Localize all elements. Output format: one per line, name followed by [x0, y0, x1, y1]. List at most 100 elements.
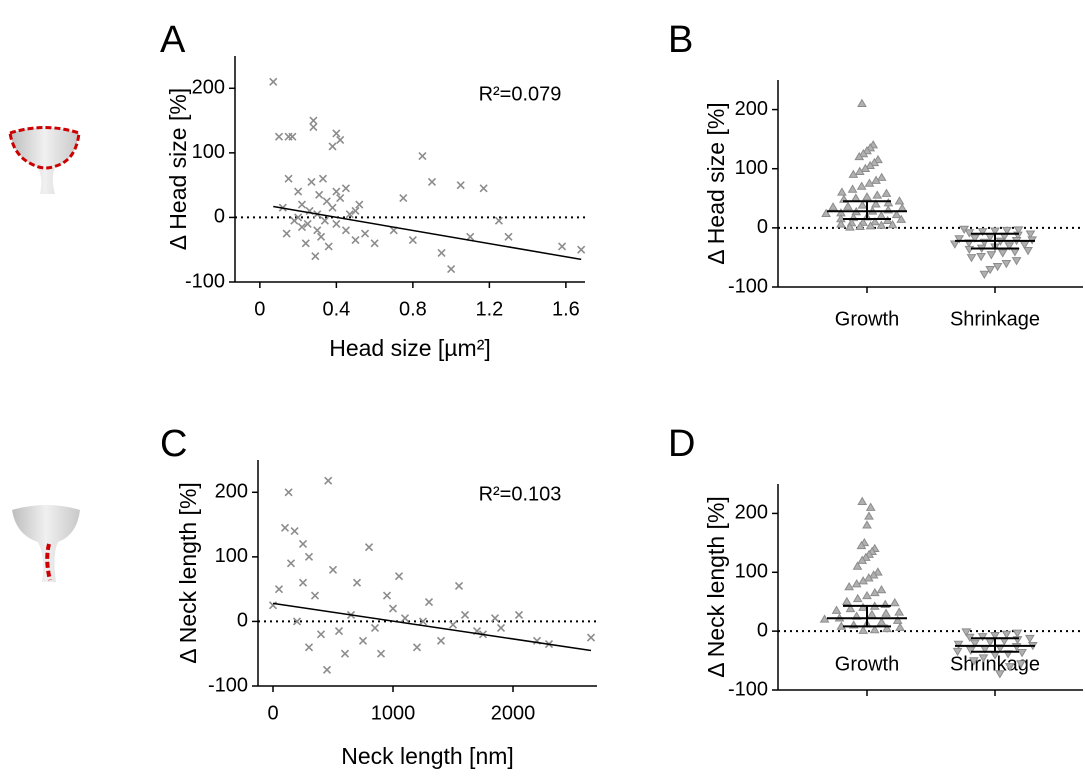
data-point: [328, 142, 337, 151]
data-point: [870, 216, 880, 226]
data-point: [286, 559, 296, 568]
data-point: [427, 177, 437, 186]
data-point: [864, 178, 875, 187]
panel-label: D: [668, 423, 695, 465]
data-point: [448, 620, 458, 629]
data-point: [882, 215, 893, 225]
data-point: [301, 239, 310, 248]
data-point: [891, 209, 902, 219]
data-point: [315, 190, 324, 199]
data-point: [292, 617, 302, 626]
data-point: [418, 617, 428, 626]
data-point: [896, 214, 907, 223]
panel-label: A: [160, 19, 186, 61]
data-point: [894, 196, 905, 205]
data-point: [309, 116, 318, 125]
data-point: [850, 193, 861, 202]
data-point: [1002, 226, 1012, 236]
data-point: [514, 610, 524, 620]
data-point: [388, 604, 398, 613]
data-point: [872, 567, 883, 576]
data-point: [966, 254, 977, 263]
data-point: [986, 251, 997, 260]
data-point: [408, 235, 417, 245]
data-point: [854, 166, 865, 175]
y-tick-label: 200: [192, 77, 225, 99]
data-point: [557, 242, 567, 251]
data-point: [857, 496, 868, 505]
data-point: [867, 609, 877, 618]
data-point: [862, 520, 872, 529]
data-point: [1004, 242, 1015, 251]
y-tick-label: 100: [192, 141, 225, 163]
data-point: [869, 157, 880, 167]
data-point: [376, 649, 386, 658]
data-point: [494, 216, 503, 225]
data-point: [322, 665, 332, 674]
data-point: [1011, 257, 1022, 266]
data-point: [821, 208, 831, 217]
y-tick-label: 0: [214, 206, 225, 228]
data-point: [985, 265, 996, 275]
data-point: [341, 184, 350, 193]
data-point: [394, 572, 404, 581]
data-point: [992, 263, 1003, 272]
data-point: [1010, 248, 1020, 257]
data-point: [864, 511, 874, 520]
data-point: [977, 633, 988, 642]
data-point: [997, 249, 1008, 258]
data-point: [313, 226, 322, 235]
data-point: [848, 169, 859, 178]
data-point: [504, 232, 513, 241]
data-point: [304, 552, 314, 561]
y-tick-label: 0: [757, 216, 768, 238]
data-point: [274, 132, 284, 141]
data-point: [490, 614, 500, 623]
data-point: [1016, 660, 1026, 669]
data-point: [881, 188, 892, 197]
data-point: [865, 221, 876, 230]
data-point: [985, 638, 996, 647]
data-point: [895, 622, 905, 631]
data-point: [332, 187, 341, 196]
y-tick-label: 0: [237, 610, 248, 632]
data-point: [280, 523, 290, 532]
data-point: [854, 151, 865, 161]
data-point: [460, 610, 470, 620]
data-point: [897, 203, 908, 212]
data-point: [828, 202, 838, 211]
spine-icon-neck: [12, 505, 80, 582]
data-point: [857, 200, 868, 209]
data-point: [316, 630, 326, 639]
data-point: [1023, 247, 1033, 256]
y-tick-label: -100: [728, 275, 768, 297]
x-axis-label: Neck length [nm]: [341, 743, 514, 769]
data-point: [436, 636, 446, 645]
data-point: [322, 197, 331, 206]
data-point: [831, 605, 842, 614]
data-point: [298, 539, 308, 549]
data-point: [968, 657, 979, 666]
data-point: [311, 252, 320, 261]
x-tick-label: 1.6: [552, 298, 580, 320]
data-point: [858, 625, 869, 634]
data-point: [332, 129, 341, 138]
data-point: [328, 203, 337, 212]
data-point: [858, 148, 869, 158]
data-point: [336, 135, 345, 145]
data-point: [332, 219, 341, 228]
data-point: [851, 579, 862, 588]
panel-label: C: [160, 423, 187, 465]
data-point: [881, 608, 891, 617]
y-tick-label: 0: [757, 619, 768, 641]
data-point: [294, 213, 303, 222]
data-point: [303, 219, 312, 228]
data-point: [454, 581, 464, 590]
data-point: [424, 597, 434, 607]
data-point: [876, 172, 887, 181]
data-point: [990, 631, 1000, 641]
y-axis-label: Δ Head size [%]: [703, 102, 729, 264]
data-point: [355, 200, 364, 209]
data-point: [345, 210, 354, 219]
data-point: [456, 181, 465, 190]
